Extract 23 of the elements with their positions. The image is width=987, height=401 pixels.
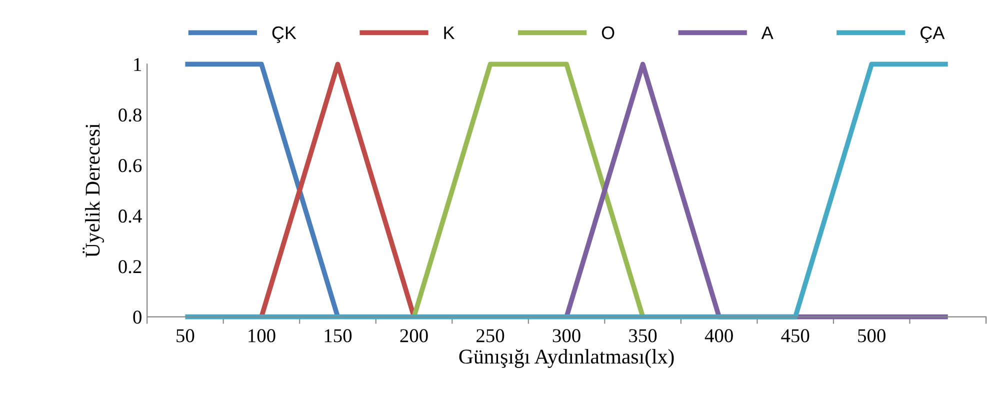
y-tick-label: 0.4	[118, 210, 142, 223]
x-tick-label: 200	[400, 329, 428, 342]
y-tick-label: 0.6	[118, 159, 142, 172]
x-tick-label: 450	[781, 329, 810, 342]
x-axis-title: Günışığı Aydınlatması(lx)	[459, 349, 674, 368]
x-tick-label: 150	[324, 329, 352, 342]
x-tick-label: 500	[858, 329, 886, 342]
y-tick-label: 0	[133, 310, 142, 324]
x-tick-label: 400	[704, 329, 733, 342]
legend-label: K	[444, 26, 455, 40]
y-tick-label: 0.2	[118, 260, 142, 274]
y-axis-title: Üyelik Derecesi	[82, 123, 104, 258]
x-tick-label: 350	[629, 329, 657, 342]
x-tick-label: 100	[248, 329, 276, 342]
legend-label: O	[602, 26, 614, 40]
y-tick-label: 0.8	[118, 108, 142, 122]
legend-label: ÇK	[272, 26, 296, 43]
legend-label: ÇA	[920, 26, 945, 43]
y-tick-label: 1	[134, 58, 142, 71]
legend-label: A	[761, 26, 774, 40]
x-tick-label: 250	[476, 329, 504, 342]
x-tick-label: 50	[176, 329, 194, 342]
x-tick-label: 300	[552, 329, 580, 342]
